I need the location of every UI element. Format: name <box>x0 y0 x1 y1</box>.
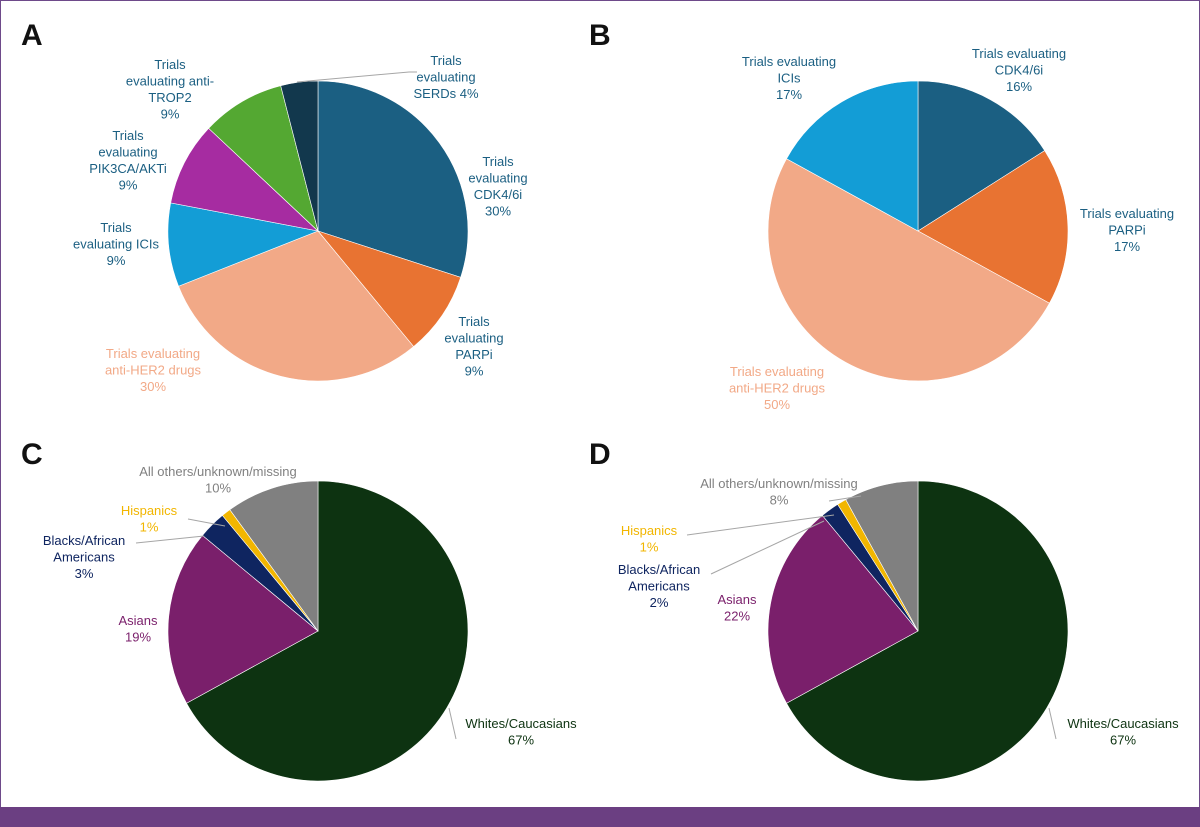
slice-label-a-3: Trials evaluating ICIs 9% <box>73 220 159 268</box>
slice-label-a-1: Trials evaluating PARPi 9% <box>444 314 503 379</box>
pie-slice-b-2 <box>767 158 1050 382</box>
pie-slice-b-1 <box>917 150 1069 304</box>
figure-frame: A Trials evaluating CDK4/6i 30% Trials evaluat… <box>0 0 1200 808</box>
leader-line-c-0 <box>448 707 457 740</box>
slice-label-b-1: Trials evaluating PARPi 17% <box>1080 206 1174 254</box>
pie-chart-c: C Whites/Caucasians 67% Asians 19% Blacks/Afr… <box>21 438 577 782</box>
slice-label-c-3: Hispanics 1% <box>121 503 178 535</box>
pie-slice-a-5 <box>208 85 319 232</box>
slice-label-b-2: Trials evaluating anti-HER2 drugs 50% <box>729 364 826 412</box>
slice-label-c-2: Blacks/African Americans 3% <box>43 533 125 581</box>
pie-slice-a-3 <box>167 202 320 287</box>
pie-slice-d-1 <box>767 514 919 704</box>
pie-slice-a-0 <box>317 80 469 278</box>
pie-slice-a-2 <box>178 230 415 382</box>
slice-label-d-2: Blacks/African Americans 2% <box>618 562 700 610</box>
leader-line-c-2 <box>135 535 205 544</box>
slice-label-d-3: Hispanics 1% <box>621 523 678 555</box>
pie-chart-b: B Trials evaluating CDK4/6i 16% Trials evalu… <box>589 19 1174 412</box>
pie-slice-c-4 <box>229 480 319 632</box>
pie-slice-b-0 <box>917 80 1046 232</box>
slice-label-a-4: Trials evaluating PIK3CA/AKTi 9% <box>89 128 167 193</box>
slice-label-d-0: Whites/Caucasians 67% <box>1067 716 1179 748</box>
slice-label-b-3: Trials evaluating ICIs 17% <box>742 54 836 102</box>
pie-slice-d-4 <box>845 480 919 632</box>
pie-slice-a-4 <box>170 127 319 232</box>
slice-label-b-0: Trials evaluating CDK4/6i 16% <box>972 46 1066 94</box>
leader-line-d-0 <box>1048 707 1057 740</box>
pie-slice-b-3 <box>786 80 919 232</box>
pie-slice-c-0 <box>186 480 469 782</box>
slice-label-c-1: Asians 19% <box>118 613 158 645</box>
slice-label-c-0: Whites/Caucasians 67% <box>465 716 577 748</box>
pie-chart-a: A Trials evaluating CDK4/6i 30% Trials evaluat… <box>21 19 528 394</box>
slice-label-a-0: Trials evaluating CDK4/6i 30% <box>468 154 527 219</box>
bottom-accent-bar <box>0 807 1200 827</box>
leader-line-a-6 <box>296 71 417 83</box>
leader-line-d-2 <box>710 520 825 575</box>
slice-label-d-1: Asians 22% <box>717 592 757 624</box>
slice-label-a-2: Trials evaluating anti-HER2 drugs 30% <box>105 346 202 394</box>
leader-line-d-4 <box>828 495 862 502</box>
slice-label-c-4: All others/unknown/missing 10% <box>139 464 297 496</box>
leader-line-d-3 <box>686 514 835 536</box>
pie-slice-c-1 <box>167 534 319 704</box>
panel-letter-b: B <box>589 19 611 52</box>
leader-line-c-3 <box>187 518 226 527</box>
slice-label-a-6: Trials evaluating SERDs 4% <box>413 53 478 101</box>
pie-slice-a-1 <box>317 230 462 348</box>
pie-chart-d: D Whites/Caucasians 67% Asians 22% Blacks/Afr… <box>589 438 1179 782</box>
slice-label-a-5: Trials evaluating anti-TROP2 9% <box>126 57 214 122</box>
pie-slice-d-0 <box>786 480 1069 782</box>
panel-letter-a: A <box>21 19 43 52</box>
panel-letter-c: C <box>21 438 43 471</box>
panel-letter-d: D <box>589 438 611 471</box>
pie-charts-figure: A Trials evaluating CDK4/6i 30% Trials evaluat… <box>21 19 1179 782</box>
slice-label-d-4: All others/unknown/missing 8% <box>700 476 858 508</box>
